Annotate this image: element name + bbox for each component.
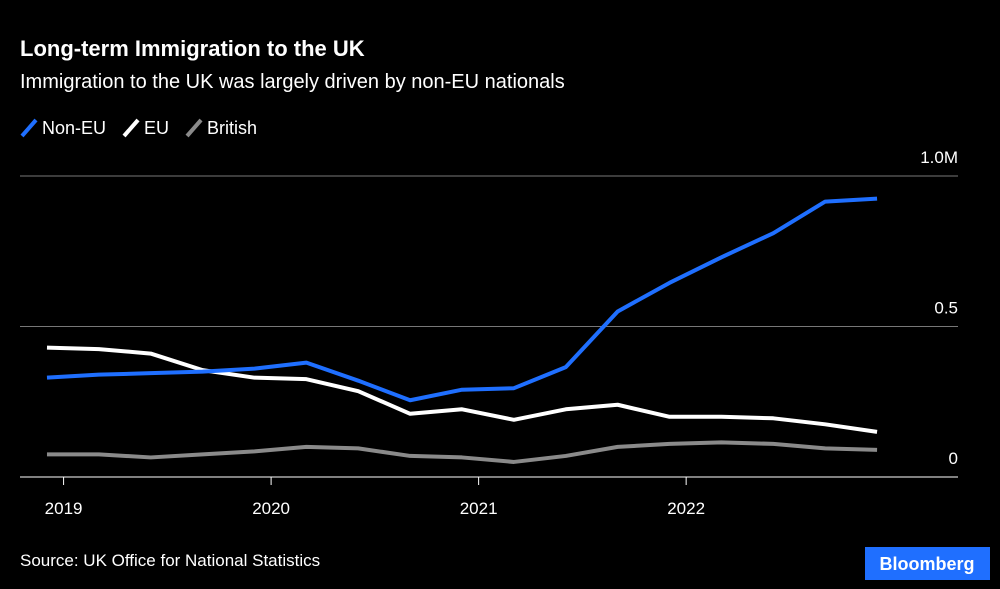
legend-label: Non-EU [42, 118, 106, 138]
source: Source: UK Office for National Statistic… [20, 551, 320, 570]
series-line [46, 440, 878, 464]
x-tick-label: 2019 [45, 499, 83, 518]
series-line [46, 345, 878, 434]
legend-swatch [185, 118, 203, 138]
x-tick-label: 2021 [460, 499, 498, 518]
y-tick-label: 0.5 [934, 299, 958, 318]
chart-title: Long-term Immigration to the UK [20, 36, 365, 61]
logo-box [865, 547, 990, 580]
y-tick-label: 1.0M [920, 148, 958, 167]
chart-subtitle: Immigration to the UK was largely driven… [20, 71, 565, 93]
legend-label: EU [144, 118, 169, 138]
y-tick-label: 0 [949, 449, 958, 468]
legend-label: British [207, 118, 257, 138]
legend-swatch [20, 118, 38, 138]
legend-swatch [122, 118, 140, 138]
series-line [46, 196, 878, 403]
x-tick-label: 2020 [252, 499, 290, 518]
logo: Bloomberg [879, 554, 974, 574]
x-tick-label: 2022 [667, 499, 705, 518]
